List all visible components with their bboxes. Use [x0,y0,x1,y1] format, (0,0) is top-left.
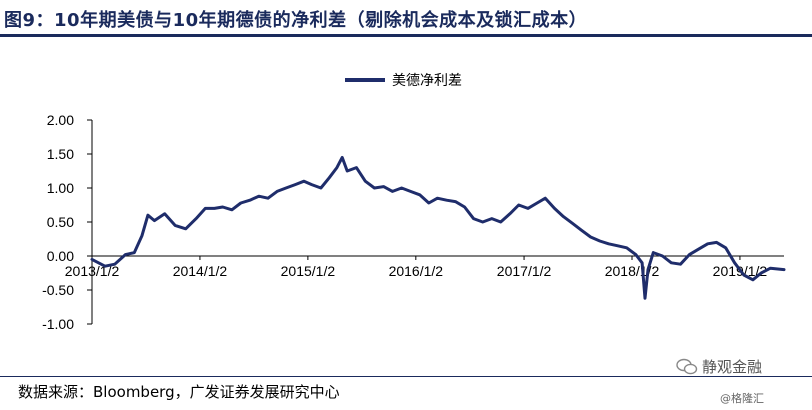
y-tick-label: 0.00 [47,248,74,264]
source-note: 数据来源：Bloomberg，广发证券发展研究中心 [18,383,340,401]
line-chart: 美德净利差 2.00 1.50 1.00 0.50 0.00 -0.50 -1.00 201… [42,73,786,332]
series-line [90,155,786,300]
x-tick-label: 2015/1/2 [281,263,336,279]
x-tick-label: 2014/1/2 [173,263,228,279]
y-tick-label: -1.00 [42,316,74,332]
y-axis: 2.00 1.50 1.00 0.50 0.00 -0.50 -1.00 [42,112,93,332]
y-tick-label: 1.50 [47,146,74,162]
wechat-icon [676,358,698,374]
y-tick-label: 0.50 [47,214,74,230]
x-tick-label: 2016/1/2 [389,263,444,279]
y-tick-label: 2.00 [47,112,74,128]
source-divider [0,376,812,377]
legend-label: 美德净利差 [392,73,462,89]
x-axis: 2013/1/2 2014/1/2 2015/1/2 2016/1/2 2017/1/2… [65,255,784,279]
watermark-text: 静观金融 [702,358,763,376]
title-divider [0,34,812,37]
y-tick-label: 1.00 [47,180,74,196]
x-tick-label: 2017/1/2 [497,263,552,279]
watermark: 静观金融 [676,356,762,377]
plot-area [90,155,786,300]
y-tick-label: -0.50 [42,282,74,298]
figure-title: 图9：10年期美债与10年期德债的净利差（剔除机会成本及锁汇成本） [4,10,588,31]
legend: 美德净利差 [345,73,462,89]
x-tick-label: 2018/1/2 [605,263,660,279]
watermark-sub: @格隆汇 [720,392,764,405]
